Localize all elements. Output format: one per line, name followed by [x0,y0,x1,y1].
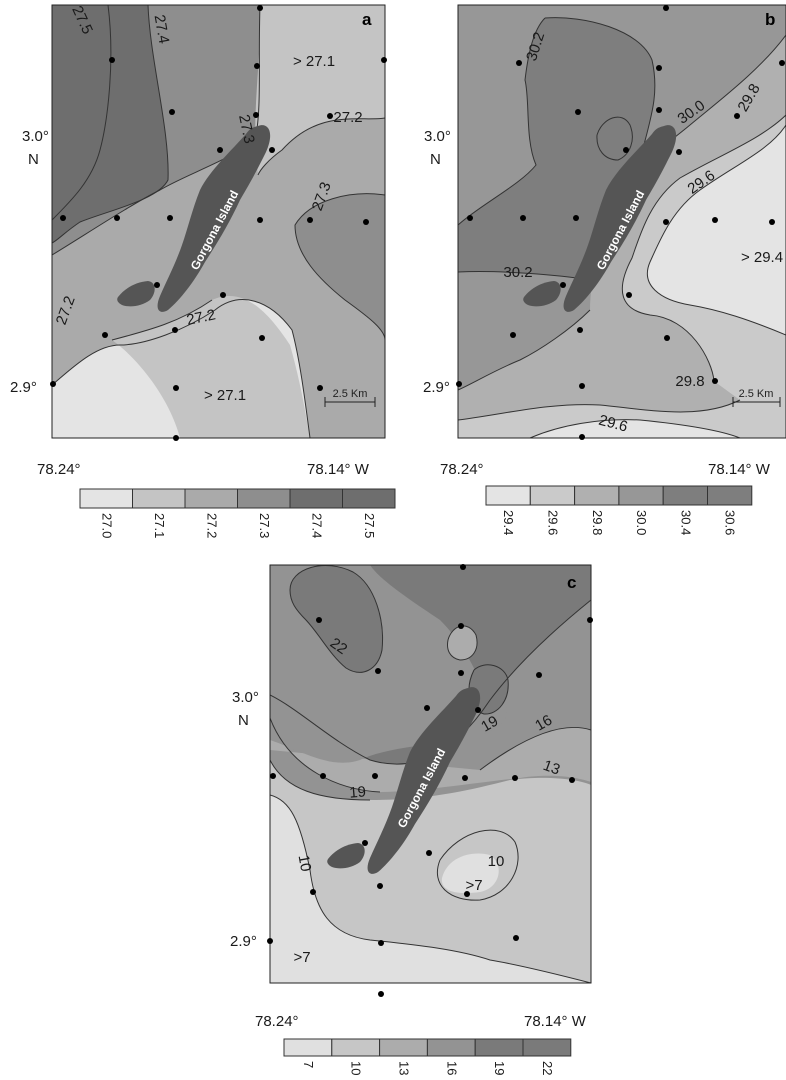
legend-swatch [238,489,291,508]
legend-swatch [185,489,238,508]
legend-swatch [332,1039,380,1056]
legend-label: 27.0 [99,513,114,538]
panel-a-contour-label-gt-27-1-top: > 27.1 [293,53,335,70]
panel-a-lat-label-3-0: 3.0° [22,128,49,145]
legend-label: 10 [349,1061,364,1075]
panel-a-lon-label-east: 78.14° W [307,461,370,478]
panel-b-lat-hemisphere: N [430,151,441,168]
panel-b: b Gorgona Island 30.2 30.0 29.8 29.6 30.… [423,5,786,535]
panel-c-contour-label-10-east: 10 [488,853,505,870]
panel-a-legend: 27.0 27.1 27.2 27.3 27.4 27.5 [80,489,395,538]
legend-swatch [575,486,619,505]
panel-b-lat-label-2-9: 2.9° [423,379,450,396]
legend-swatch [708,486,752,505]
panel-a-letter: a [362,10,372,29]
panel-a: a Gorgona Island 27.5 27.4 27.3 27.3 27.… [10,3,395,538]
legend-label: 29.6 [545,510,560,535]
panel-a-lat-hemisphere: N [28,151,39,168]
legend-swatch [133,489,186,508]
panel-c-lat-hemisphere: N [238,712,249,729]
legend-label: 7 [301,1061,316,1068]
panel-b-contour-label-gt-29-4: > 29.4 [741,249,783,266]
panel-c-lon-label-west: 78.24° [255,1013,299,1030]
legend-swatch [486,486,530,505]
panel-c-lat-label-2-9: 2.9° [230,933,257,950]
legend-swatch [530,486,574,505]
panel-c-contour-label-gt7-west: >7 [293,949,310,966]
panel-c-lat-label-3-0: 3.0° [232,689,259,706]
panel-b-letter: b [765,10,775,29]
legend-swatch [619,486,663,505]
panel-b-scale-label: 2.5 Km [739,388,774,400]
panel-b-contour-label-29-8-south: 29.8 [675,373,704,390]
panel-a-lat-label-2-9: 2.9° [10,379,37,396]
legend-label: 30.0 [634,510,649,535]
panel-c-contour-label-gt7-east: >7 [465,877,482,894]
panel-b-lon-label-east: 78.14° W [708,461,771,478]
panel-c-contour-label-10-west: 10 [295,854,315,873]
panel-b-lat-label-3-0: 3.0° [424,128,451,145]
legend-swatch [380,1039,428,1056]
legend-label: 27.2 [204,513,219,538]
legend-swatch [427,1039,475,1056]
panel-b-lon-label-west: 78.24° [440,461,484,478]
legend-label: 22 [540,1061,555,1075]
legend-swatch [475,1039,523,1056]
legend-label: 29.4 [501,510,516,535]
panel-c-contour-label-19-west: 19 [349,783,367,801]
panel-c-lon-label-east: 78.14° W [524,1013,587,1030]
legend-label: 27.3 [257,513,272,538]
legend-swatch [80,489,133,508]
legend-label: 19 [492,1061,507,1075]
legend-label: 16 [444,1061,459,1075]
legend-label: 27.5 [362,513,377,538]
panel-a-contour-label-gt-27-1-bottom: > 27.1 [204,387,246,404]
legend-label: 29.8 [590,510,605,535]
legend-label: 30.4 [678,510,693,535]
panel-b-contour-label-30-2-south: 30.2 [503,264,532,281]
legend-label: 27.1 [152,513,167,538]
panel-c: c Gorgona Island 22 19 16 19 13 10 10 >7… [230,564,593,1075]
legend-label: 30.6 [723,510,738,535]
legend-swatch [523,1039,571,1056]
panel-a-contour-label-27-2-east: 27.2 [333,109,362,126]
panel-c-legend: 7 10 13 16 19 22 [284,1039,571,1075]
legend-swatch [663,486,707,505]
panel-a-lon-label-west: 78.24° [37,461,81,478]
panel-c-letter: c [567,573,576,592]
legend-swatch [290,489,343,508]
panel-a-scale-label: 2.5 Km [333,388,368,400]
legend-swatch [284,1039,332,1056]
panel-b-legend: 29.4 29.6 29.8 30.0 30.4 30.6 [486,486,752,535]
legend-label: 27.4 [309,513,324,538]
legend-label: 13 [397,1061,412,1075]
legend-swatch [343,489,396,508]
